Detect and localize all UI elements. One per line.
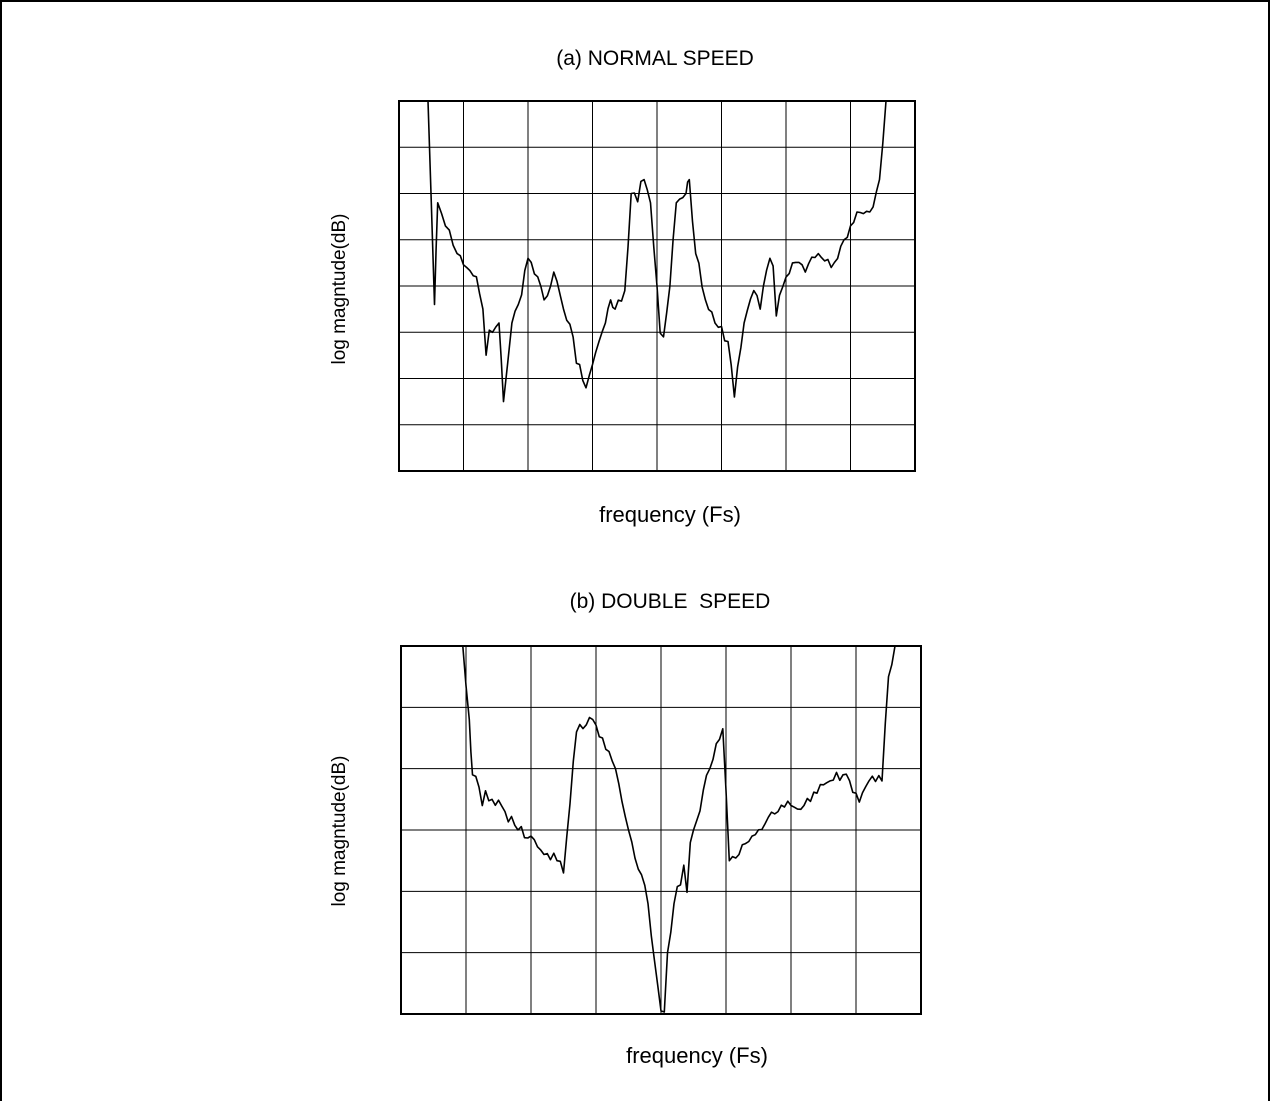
chart-b-series-line: [462, 645, 896, 1013]
chart-a-title: (a) NORMAL SPEED: [556, 47, 754, 70]
chart-b-xlabel: frequency (Fs): [626, 1043, 768, 1068]
chart-a-xlabel: frequency (Fs): [599, 502, 741, 527]
chart-a-series-line: [427, 100, 887, 403]
chart-b-title: (b) DOUBLE SPEED: [569, 590, 771, 613]
